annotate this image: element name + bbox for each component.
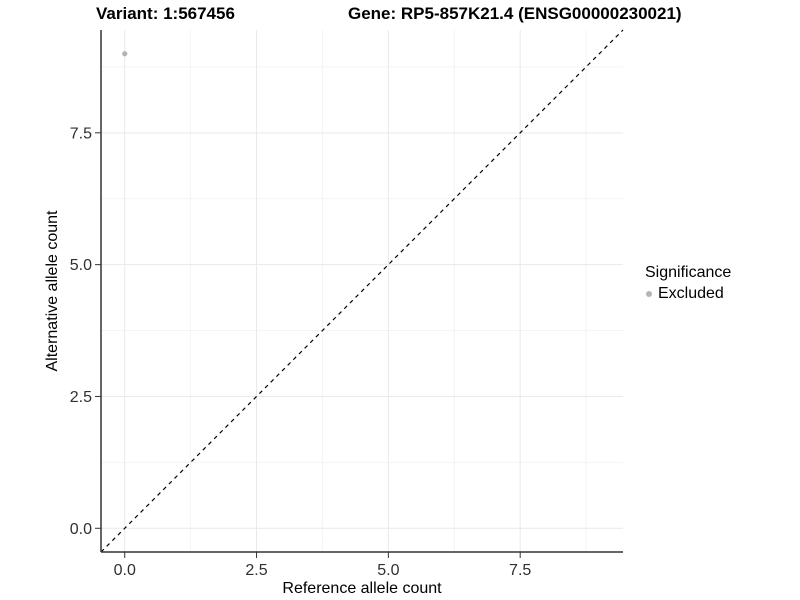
y-tick-label: 7.5 bbox=[70, 125, 92, 142]
legend-title: Significance bbox=[645, 264, 732, 281]
identity-reference-line bbox=[100, 29, 624, 553]
y-tick-label: 2.5 bbox=[70, 389, 92, 406]
x-axis-title: Reference allele count bbox=[282, 580, 442, 597]
legend: Significance Excluded bbox=[645, 264, 731, 303]
x-tick-label: 0.0 bbox=[114, 562, 136, 579]
y-tick-label: 5.0 bbox=[70, 257, 92, 274]
y-axis-title: Alternative allele count bbox=[44, 210, 61, 372]
y-tick-label: 0.0 bbox=[70, 521, 92, 538]
legend-item-label: Excluded bbox=[658, 285, 724, 302]
x-tick-label: 7.5 bbox=[509, 562, 531, 579]
legend-item-excluded: Excluded bbox=[645, 285, 731, 303]
excluded-point-icon bbox=[646, 291, 652, 297]
x-tick-label: 2.5 bbox=[245, 562, 267, 579]
plot-title-gene: Gene: RP5-857K21.4 (ENSG00000230021) bbox=[348, 4, 682, 23]
data-point-excluded bbox=[122, 51, 128, 57]
x-tick-label: 5.0 bbox=[377, 562, 399, 579]
plot-title-variant: Variant: 1:567456 bbox=[96, 4, 235, 23]
